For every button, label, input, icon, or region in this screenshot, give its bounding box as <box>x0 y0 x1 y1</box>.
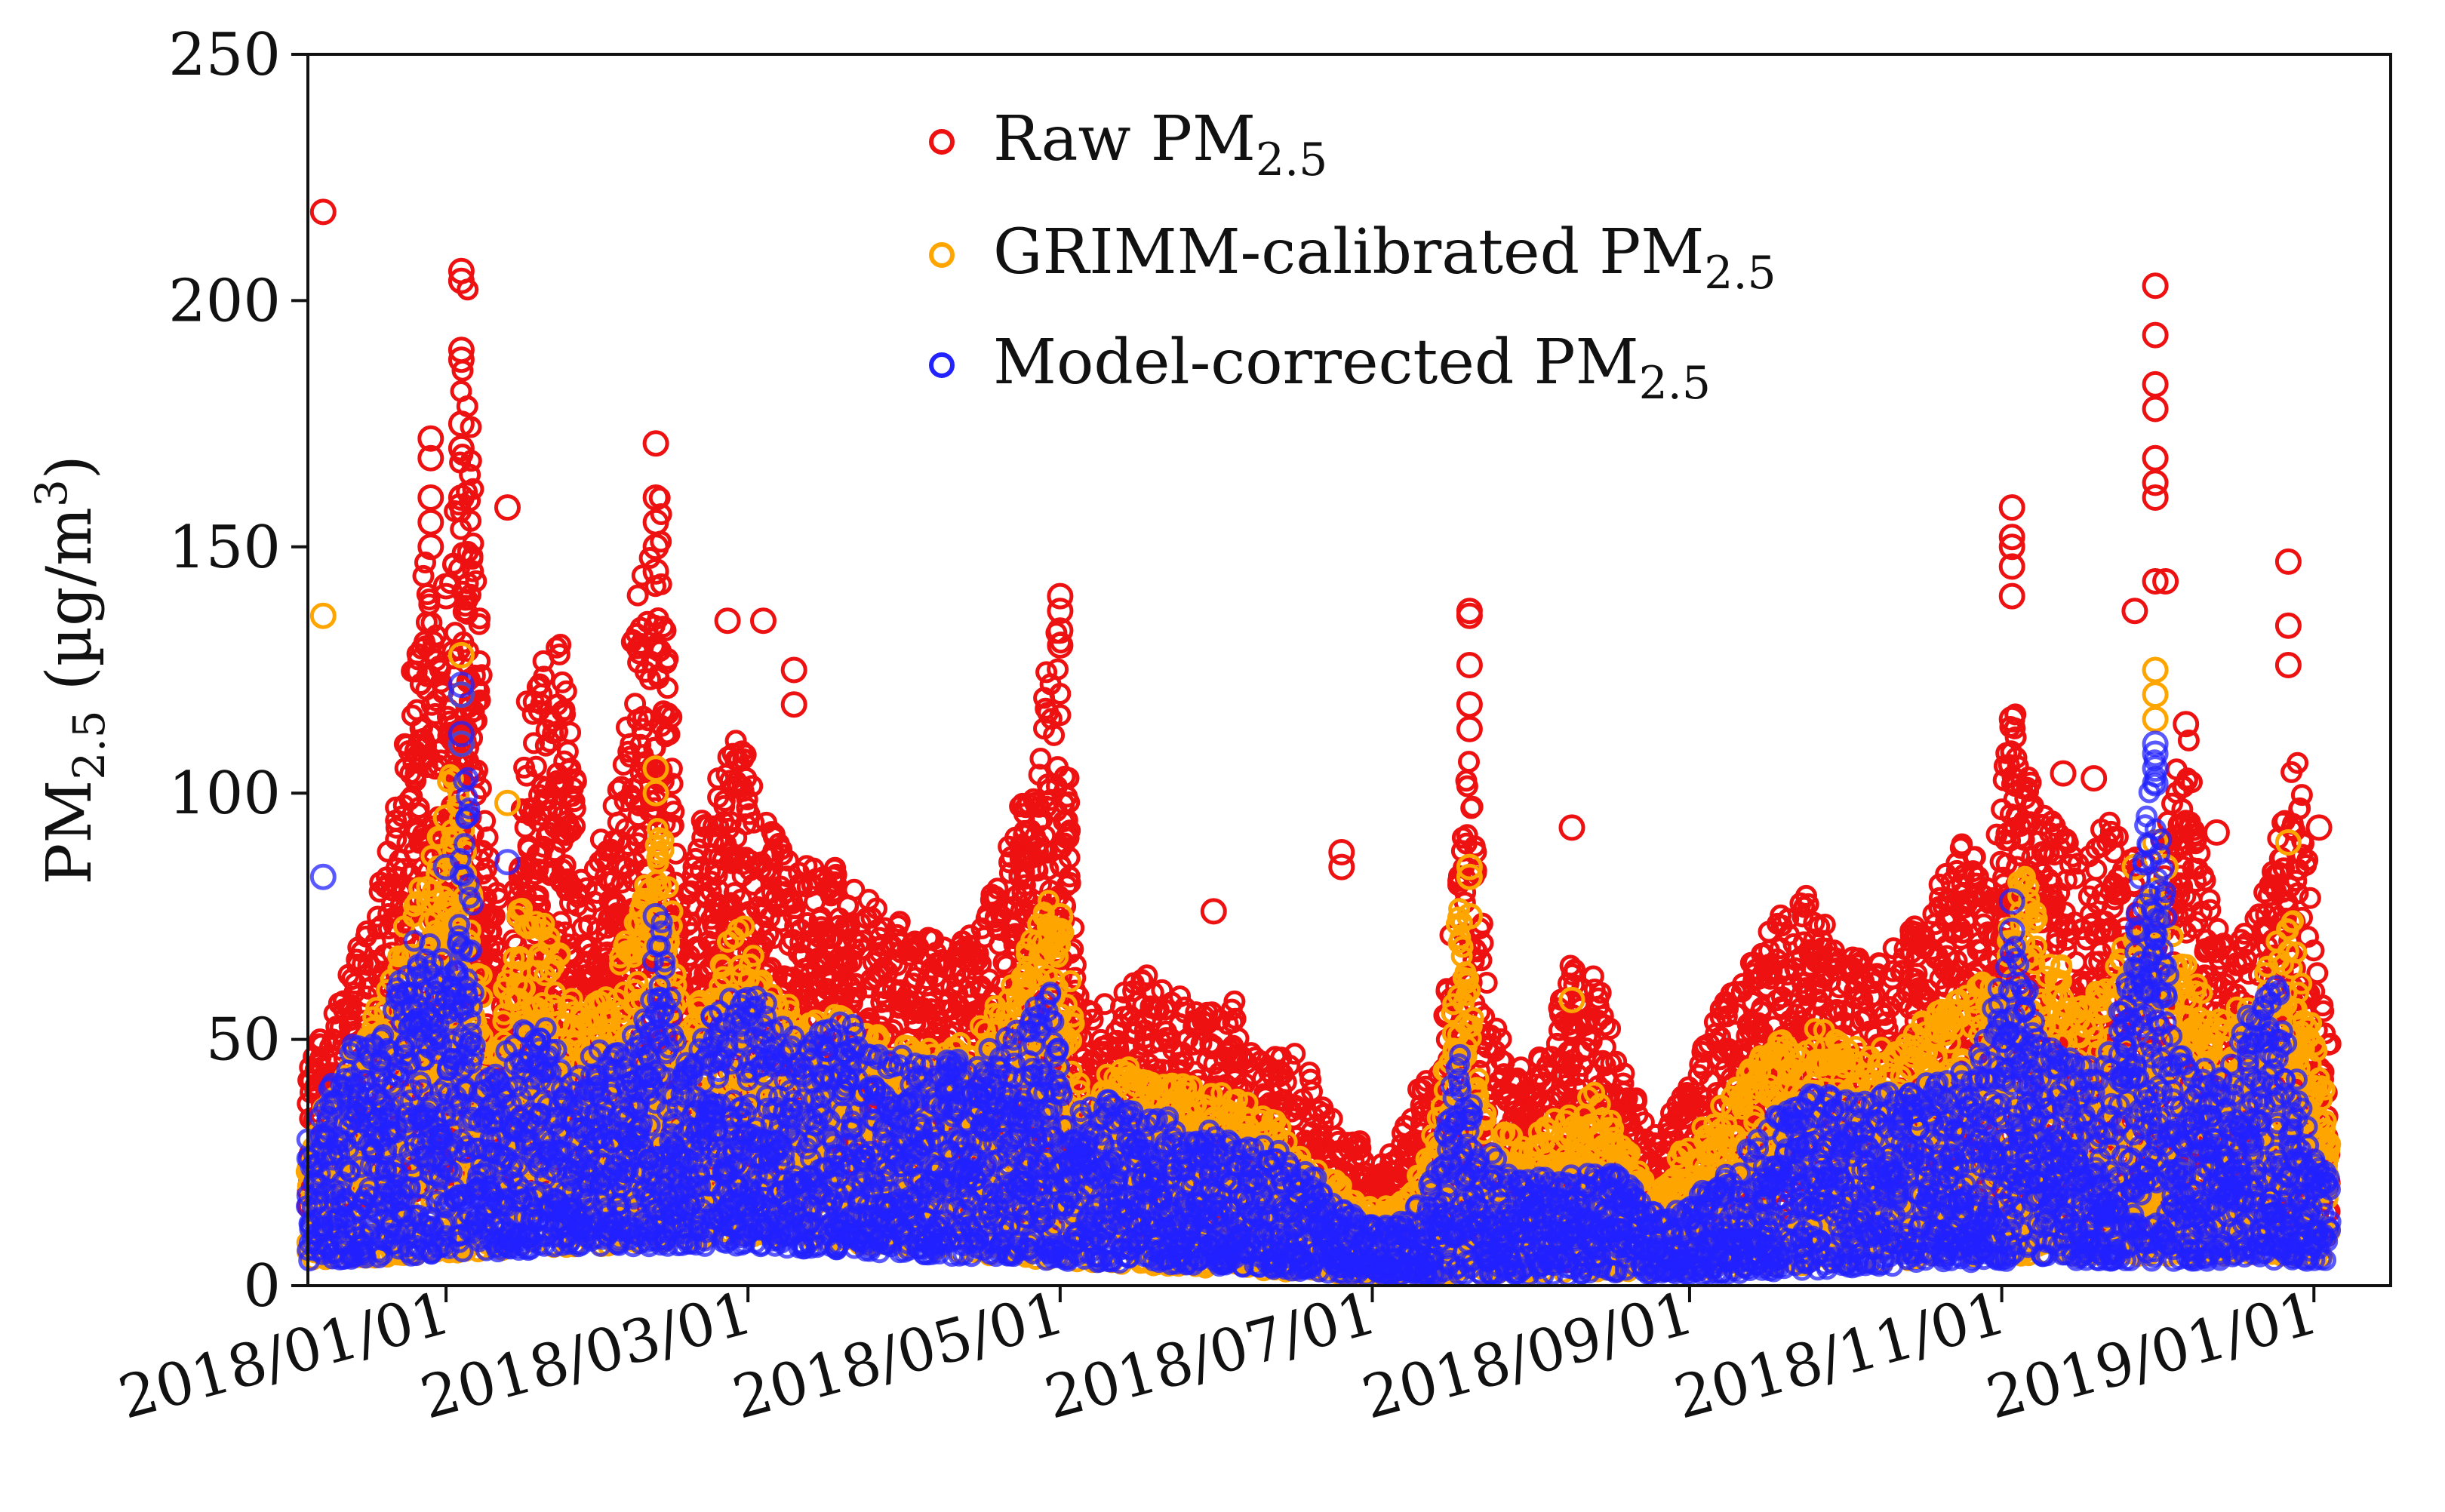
data-point <box>405 660 428 683</box>
data-point <box>1047 658 1069 681</box>
plot-marks <box>295 198 2342 1287</box>
data-point <box>559 721 582 744</box>
data-point <box>626 584 649 607</box>
data-point <box>418 589 441 610</box>
data-point <box>404 767 426 789</box>
data-point <box>1458 751 1480 773</box>
data-point <box>408 797 430 819</box>
data-point <box>414 552 436 573</box>
